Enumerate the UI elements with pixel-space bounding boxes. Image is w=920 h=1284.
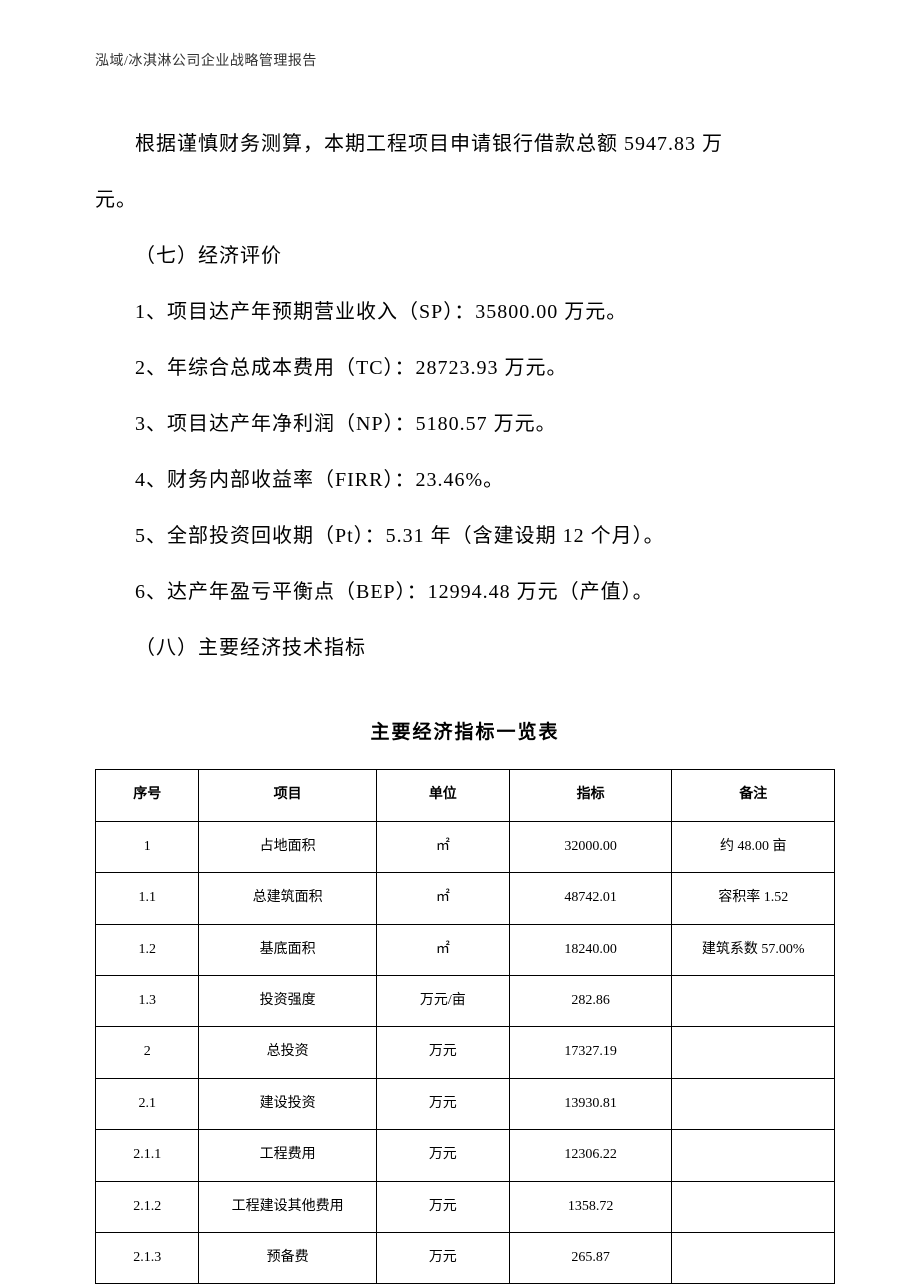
table-cell: 基底面积 bbox=[199, 924, 376, 975]
table-cell: 2.1 bbox=[96, 1078, 199, 1129]
table-cell: 占地面积 bbox=[199, 821, 376, 872]
section-7-heading: （七）经济评价 bbox=[95, 230, 835, 282]
paragraph-line: 根据谨慎财务测算，本期工程项目申请银行借款总额 5947.83 万 bbox=[95, 118, 835, 170]
list-item: 2、年综合总成本费用（TC）：28723.93 万元。 bbox=[95, 342, 835, 394]
table-cell: 282.86 bbox=[509, 975, 672, 1026]
table-row: 1.1 总建筑面积 ㎡ 48742.01 容积率 1.52 bbox=[96, 873, 835, 924]
table-cell: 13930.81 bbox=[509, 1078, 672, 1129]
table-header-cell: 序号 bbox=[96, 770, 199, 821]
table-cell: 建设投资 bbox=[199, 1078, 376, 1129]
table-cell: 2 bbox=[96, 1027, 199, 1078]
table-cell bbox=[672, 1130, 835, 1181]
table-cell: 1 bbox=[96, 821, 199, 872]
table-cell bbox=[672, 1181, 835, 1232]
table-cell: 17327.19 bbox=[509, 1027, 672, 1078]
table-cell: 约 48.00 亩 bbox=[672, 821, 835, 872]
table-cell: 1.2 bbox=[96, 924, 199, 975]
table-cell: 48742.01 bbox=[509, 873, 672, 924]
table-row: 2.1.1 工程费用 万元 12306.22 bbox=[96, 1130, 835, 1181]
table-row: 2 总投资 万元 17327.19 bbox=[96, 1027, 835, 1078]
document-content: 根据谨慎财务测算，本期工程项目申请银行借款总额 5947.83 万 元。 （七）… bbox=[95, 118, 835, 1284]
table-header-row: 序号 项目 单位 指标 备注 bbox=[96, 770, 835, 821]
table-cell: 2.1.3 bbox=[96, 1232, 199, 1283]
table-cell bbox=[672, 1027, 835, 1078]
table-row: 2.1 建设投资 万元 13930.81 bbox=[96, 1078, 835, 1129]
table-cell: 万元 bbox=[376, 1078, 509, 1129]
list-item: 6、达产年盈亏平衡点（BEP）：12994.48 万元（产值）。 bbox=[95, 566, 835, 618]
table-cell: 1358.72 bbox=[509, 1181, 672, 1232]
table-cell: 1.3 bbox=[96, 975, 199, 1026]
table-row: 1.3 投资强度 万元/亩 282.86 bbox=[96, 975, 835, 1026]
list-item: 5、全部投资回收期（Pt）：5.31 年（含建设期 12 个月）。 bbox=[95, 510, 835, 562]
table-cell bbox=[672, 975, 835, 1026]
table-cell bbox=[672, 1232, 835, 1283]
table-cell: 265.87 bbox=[509, 1232, 672, 1283]
document-header: 泓域/冰淇淋公司企业战略管理报告 bbox=[95, 50, 835, 70]
table-cell bbox=[672, 1078, 835, 1129]
table-cell: 容积率 1.52 bbox=[672, 873, 835, 924]
table-cell: 万元/亩 bbox=[376, 975, 509, 1026]
table-cell: 1.1 bbox=[96, 873, 199, 924]
table-cell: 12306.22 bbox=[509, 1130, 672, 1181]
table-cell: 投资强度 bbox=[199, 975, 376, 1026]
table-cell: ㎡ bbox=[376, 821, 509, 872]
section-8-heading: （八）主要经济技术指标 bbox=[95, 622, 835, 674]
table-cell: 总投资 bbox=[199, 1027, 376, 1078]
table-cell: 2.1.2 bbox=[96, 1181, 199, 1232]
table-header-cell: 备注 bbox=[672, 770, 835, 821]
table-cell: ㎡ bbox=[376, 873, 509, 924]
list-item: 3、项目达产年净利润（NP）：5180.57 万元。 bbox=[95, 398, 835, 450]
table-cell: 万元 bbox=[376, 1027, 509, 1078]
list-item: 4、财务内部收益率（FIRR）：23.46%。 bbox=[95, 454, 835, 506]
table-cell: 总建筑面积 bbox=[199, 873, 376, 924]
table-header-cell: 指标 bbox=[509, 770, 672, 821]
table-row: 2.1.3 预备费 万元 265.87 bbox=[96, 1232, 835, 1283]
table-cell: 2.1.1 bbox=[96, 1130, 199, 1181]
table-row: 1.2 基底面积 ㎡ 18240.00 建筑系数 57.00% bbox=[96, 924, 835, 975]
table-cell: 万元 bbox=[376, 1130, 509, 1181]
table-cell: ㎡ bbox=[376, 924, 509, 975]
table-row: 2.1.2 工程建设其他费用 万元 1358.72 bbox=[96, 1181, 835, 1232]
table-cell: 工程建设其他费用 bbox=[199, 1181, 376, 1232]
table-title: 主要经济指标一览表 bbox=[95, 708, 835, 757]
table-row: 1 占地面积 ㎡ 32000.00 约 48.00 亩 bbox=[96, 821, 835, 872]
table-cell: 万元 bbox=[376, 1232, 509, 1283]
table-cell: 18240.00 bbox=[509, 924, 672, 975]
table-header-cell: 单位 bbox=[376, 770, 509, 821]
table-cell: 32000.00 bbox=[509, 821, 672, 872]
paragraph-line: 元。 bbox=[95, 174, 835, 226]
economic-indicators-table: 序号 项目 单位 指标 备注 1 占地面积 ㎡ 32000.00 约 48.00… bbox=[95, 769, 835, 1284]
list-item: 1、项目达产年预期营业收入（SP）：35800.00 万元。 bbox=[95, 286, 835, 338]
table-cell: 工程费用 bbox=[199, 1130, 376, 1181]
table-cell: 预备费 bbox=[199, 1232, 376, 1283]
table-cell: 万元 bbox=[376, 1181, 509, 1232]
table-header-cell: 项目 bbox=[199, 770, 376, 821]
table-cell: 建筑系数 57.00% bbox=[672, 924, 835, 975]
